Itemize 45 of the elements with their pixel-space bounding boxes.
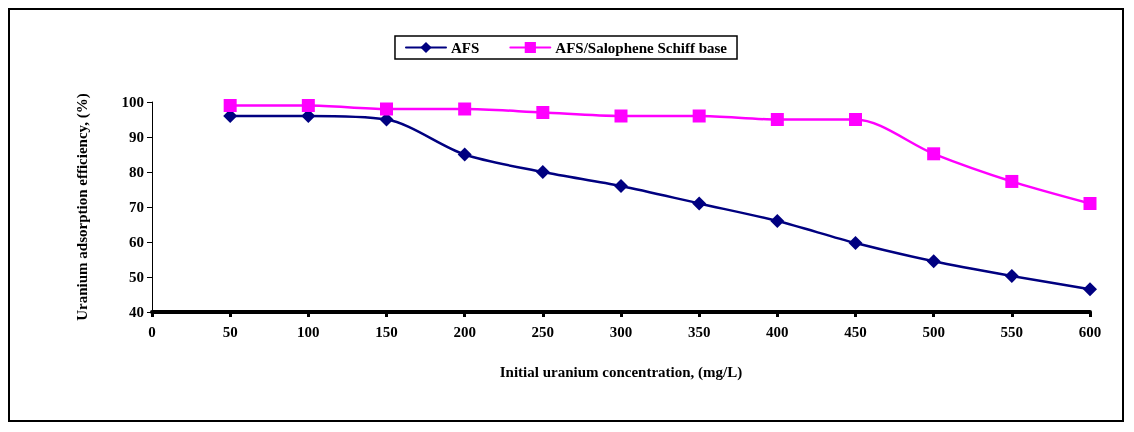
x-tick-label: 400 — [766, 323, 789, 340]
point — [223, 99, 237, 112]
x-tick-label: 550 — [1000, 323, 1024, 340]
x-tick-label: 0 — [148, 323, 156, 340]
point — [380, 102, 393, 116]
x-tick-label: 350 — [687, 323, 711, 340]
point — [1005, 174, 1019, 188]
x-tick-label: 50 — [222, 323, 238, 340]
x-tick-label: 200 — [453, 323, 476, 340]
y-tick-label: 80 — [129, 164, 144, 180]
y-tick-label: 60 — [129, 234, 144, 250]
x-tick-label: 300 — [609, 323, 633, 340]
x-tick-label: 450 — [844, 323, 867, 340]
point — [692, 109, 706, 123]
x-tick-label: 600 — [1078, 323, 1102, 340]
point — [614, 109, 628, 123]
y-tick-label: 40 — [129, 304, 144, 320]
y-tick-label: 50 — [129, 269, 144, 285]
point — [1004, 268, 1019, 283]
x-tick-label: 500 — [922, 323, 945, 340]
x-tick-label: 250 — [531, 323, 555, 340]
point — [927, 147, 941, 161]
point — [770, 113, 784, 126]
x-tick-label: 100 — [297, 323, 320, 340]
point — [536, 106, 550, 119]
point — [926, 254, 941, 269]
y-tick-label: 90 — [129, 129, 144, 145]
y-axis-title: Uranium adsorption efficiency, (%) — [74, 93, 91, 321]
point — [770, 214, 785, 228]
point — [1083, 282, 1097, 297]
point — [692, 196, 707, 211]
point — [535, 165, 550, 179]
x-tick-label: 150 — [375, 323, 398, 340]
y-tick-label: 70 — [129, 199, 144, 215]
point — [301, 99, 315, 112]
legend-label: AFS/Salophene Schiff base — [555, 39, 728, 56]
point — [457, 147, 472, 162]
legend-label: AFS — [450, 39, 480, 56]
point — [1083, 197, 1097, 210]
point — [614, 179, 628, 193]
point — [458, 102, 472, 116]
point — [848, 236, 863, 251]
x-axis-title: Initial uranium concentration, (mg/L) — [499, 363, 743, 381]
y-tick-label: 100 — [121, 94, 144, 110]
point — [849, 113, 862, 126]
